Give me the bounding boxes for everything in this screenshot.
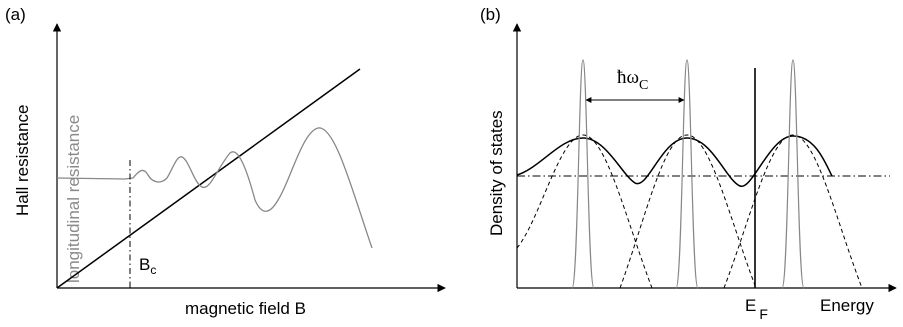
hall-resistance-line (56, 68, 361, 289)
panel-a: (a) Hall resistance longitudinal resista… (5, 5, 446, 318)
panel-b-tag: (b) (480, 5, 501, 24)
landau-peak-3 (781, 59, 805, 289)
panel-b-y-label: Density of states (487, 110, 506, 236)
total-dos-curve (516, 135, 833, 187)
broadened-level-2 (619, 134, 757, 289)
panel-a-x-label: magnetic field B (185, 299, 306, 318)
longitudinal-resistance-curve (56, 127, 373, 249)
panel-a-y-label: Hall resistance (13, 105, 32, 217)
spacing-label: ħωC (617, 67, 648, 93)
panel-a-y-label-secondary: longitudinal resistance (64, 115, 83, 283)
panel-a-tag: (a) (5, 5, 26, 24)
broadened-level-3 (723, 134, 863, 289)
panel-b-x-label: Energy (820, 296, 874, 315)
landau-peak-2 (675, 59, 699, 289)
landau-peak-1 (571, 59, 595, 289)
broadened-level-1 (516, 134, 653, 289)
bc-label: Bc (139, 255, 156, 277)
